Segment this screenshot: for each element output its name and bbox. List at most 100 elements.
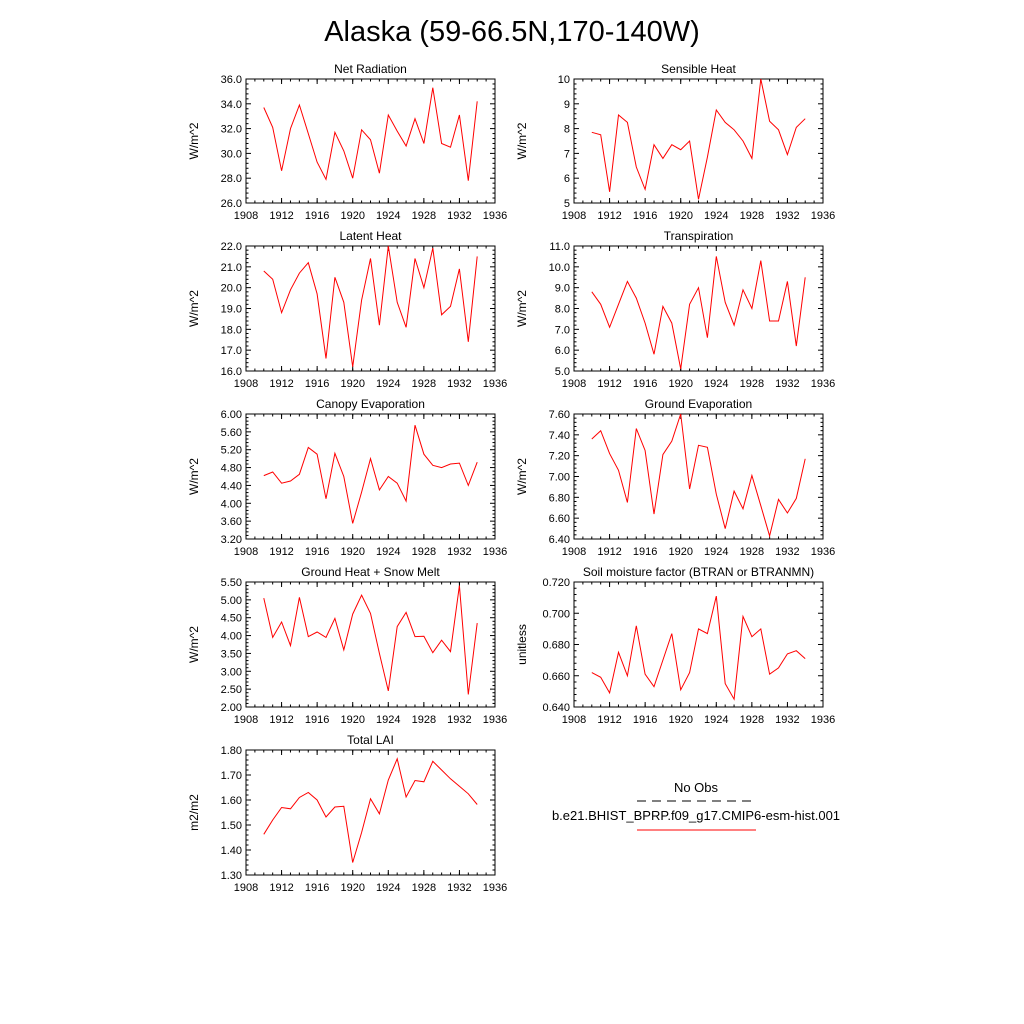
- panel-ground-evaporation-xtick-label: 1936: [811, 546, 835, 558]
- panel-soil-moisture-factor-btran-or-btranmn-ylabel: unitless: [515, 624, 529, 665]
- panel-ground-evaporation-ytick-label: 6.40: [549, 534, 570, 546]
- panel-soil-moisture-factor-btran-or-btranmn-ytick-label: 0.700: [542, 608, 570, 620]
- panel-net-radiation-xtick-label: 1932: [447, 210, 471, 222]
- panel-total-lai-xtick-label: 1908: [234, 882, 258, 894]
- panel-ground-heat-snow-melt-ytick-label: 3.00: [221, 666, 242, 678]
- panel-ground-evaporation-ytick-label: 7.20: [549, 451, 570, 463]
- panel-total-lai-ytick-label: 1.40: [221, 845, 242, 857]
- panel-total-lai-title: Total LAI: [347, 733, 394, 747]
- panel-latent-heat-xtick-label: 1924: [376, 378, 400, 390]
- panels-group: Net Radiation 1908 1912 1916 1920 1924 1928 193…: [187, 62, 835, 894]
- panel-ground-heat-snow-melt-xtick-label: 1936: [483, 714, 507, 726]
- panel-ground-evaporation-series-line: [591, 413, 806, 538]
- panel-latent-heat-ytick-label: 18.0: [221, 324, 242, 336]
- panel-net-radiation-ytick-label: 32.0: [221, 124, 242, 136]
- panel-total-lai: Total LAI 1908 1912 1916 1920 1924 1928 1932 193…: [187, 733, 507, 894]
- panel-canopy-evaporation-xtick-label: 1924: [376, 546, 400, 558]
- panel-latent-heat-xtick-label: 1908: [234, 378, 258, 390]
- legend-model-label: b.e21.BHIST_BPRP.f09_g17.CMIP6-esm-hist.…: [552, 808, 840, 823]
- panel-net-radiation-ytick-label: 30.0: [221, 148, 242, 160]
- panel-latent-heat-xtick-label: 1912: [269, 378, 293, 390]
- panel-soil-moisture-factor-btran-or-btranmn-ytick-label: 0.680: [542, 640, 570, 652]
- panel-soil-moisture-factor-btran-or-btranmn: Soil moisture factor (BTRAN or BTRANMN) 1…: [515, 565, 835, 726]
- panel-soil-moisture-factor-btran-or-btranmn-ytick-label: 0.640: [542, 702, 570, 714]
- panel-ground-heat-snow-melt-xtick-label: 1916: [305, 714, 329, 726]
- panel-ground-heat-snow-melt-ytick-label: 2.50: [221, 684, 242, 696]
- panel-ground-heat-snow-melt-series-line: [263, 585, 478, 695]
- panel-transpiration-xtick-label: 1936: [811, 378, 835, 390]
- panel-canopy-evaporation-title: Canopy Evaporation: [316, 397, 425, 411]
- panel-canopy-evaporation-ytick-label: 3.20: [221, 534, 242, 546]
- panel-transpiration-frame: [573, 245, 824, 372]
- panel-total-lai-ytick-label: 1.70: [221, 770, 242, 782]
- panel-transpiration-ytick-label: 11.0: [549, 241, 570, 253]
- panel-ground-evaporation-xtick-label: 1932: [775, 546, 799, 558]
- panel-soil-moisture-factor-btran-or-btranmn-xtick-label: 1932: [775, 714, 799, 726]
- panel-canopy-evaporation-xtick-label: 1936: [483, 546, 507, 558]
- panel-net-radiation-xtick-label: 1924: [376, 210, 400, 222]
- panel-ground-heat-snow-melt-ylabel: W/m^2: [187, 626, 201, 663]
- panel-canopy-evaporation-ytick-label: 3.60: [221, 516, 242, 528]
- panel-total-lai-xtick-label: 1920: [340, 882, 364, 894]
- panel-sensible-heat-xtick-label: 1912: [597, 210, 621, 222]
- panel-latent-heat-ylabel: W/m^2: [187, 290, 201, 327]
- panel-soil-moisture-factor-btran-or-btranmn-xtick-label: 1924: [704, 714, 728, 726]
- panel-sensible-heat-xtick-label: 1928: [740, 210, 764, 222]
- panel-net-radiation-xtick-label: 1936: [483, 210, 507, 222]
- panel-net-radiation-xtick-label: 1908: [234, 210, 258, 222]
- panel-ground-evaporation-xtick-label: 1920: [668, 546, 692, 558]
- panel-ground-evaporation-xtick-label: 1928: [740, 546, 764, 558]
- panel-canopy-evaporation: Canopy Evaporation 1908 1912 1916 1920 1924 19…: [187, 397, 507, 558]
- panel-net-radiation-xtick-label: 1916: [305, 210, 329, 222]
- panel-transpiration-ylabel: W/m^2: [515, 290, 529, 327]
- panel-sensible-heat-series-line: [591, 78, 806, 200]
- panel-total-lai-ytick-label: 1.60: [221, 795, 242, 807]
- panel-transpiration-ytick-label: 7.0: [555, 324, 570, 336]
- panel-total-lai-xtick-label: 1928: [412, 882, 436, 894]
- panel-net-radiation-ytick-label: 26.0: [221, 198, 242, 210]
- panel-latent-heat-ytick-label: 22.0: [221, 241, 242, 253]
- panel-canopy-evaporation-ytick-label: 4.40: [221, 480, 242, 492]
- panel-soil-moisture-factor-btran-or-btranmn-xtick-label: 1936: [811, 714, 835, 726]
- panel-canopy-evaporation-xtick-label: 1928: [412, 546, 436, 558]
- panel-latent-heat-xtick-label: 1920: [340, 378, 364, 390]
- panel-ground-heat-snow-melt-ytick-label: 2.00: [221, 702, 242, 714]
- panel-soil-moisture-factor-btran-or-btranmn-title: Soil moisture factor (BTRAN or BTRANMN): [583, 565, 814, 579]
- panel-net-radiation-series-line: [263, 87, 478, 181]
- panel-canopy-evaporation-xtick-label: 1932: [447, 546, 471, 558]
- panel-ground-evaporation-ytick-label: 7.60: [549, 409, 570, 421]
- panel-soil-moisture-factor-btran-or-btranmn-xtick-label: 1908: [562, 714, 586, 726]
- panel-latent-heat-ytick-label: 19.0: [221, 304, 242, 316]
- panel-total-lai-xtick-label: 1924: [376, 882, 400, 894]
- panel-ground-heat-snow-melt-ytick-label: 5.50: [221, 577, 242, 589]
- panel-ground-evaporation-xtick-label: 1916: [633, 546, 657, 558]
- panel-transpiration-ytick-label: 8.0: [555, 304, 570, 316]
- legend: No Obs b.e21.BHIST_BPRP.f09_g17.CMIP6-es…: [552, 780, 840, 831]
- panel-ground-evaporation-ytick-label: 6.80: [549, 492, 570, 504]
- panel-latent-heat-series-line: [263, 245, 478, 367]
- panel-ground-evaporation-xtick-label: 1908: [562, 546, 586, 558]
- panel-transpiration-ytick-label: 5.0: [555, 366, 570, 378]
- panel-total-lai-xtick-label: 1932: [447, 882, 471, 894]
- panel-total-lai-xtick-label: 1916: [305, 882, 329, 894]
- panel-canopy-evaporation-ytick-label: 4.00: [221, 498, 242, 510]
- panel-ground-evaporation-ytick-label: 7.40: [549, 430, 570, 442]
- panel-ground-heat-snow-melt-ytick-label: 4.00: [221, 631, 242, 643]
- panel-net-radiation-xtick-label: 1928: [412, 210, 436, 222]
- panel-sensible-heat-xtick-label: 1924: [704, 210, 728, 222]
- panel-canopy-evaporation-series-line: [263, 425, 478, 524]
- panel-canopy-evaporation-ytick-label: 5.20: [221, 445, 242, 457]
- panel-sensible-heat-frame: [573, 78, 824, 204]
- panel-ground-heat-snow-melt-ytick-label: 3.50: [221, 648, 242, 660]
- panel-sensible-heat-title: Sensible Heat: [661, 62, 736, 76]
- panel-transpiration-xtick-label: 1924: [704, 378, 728, 390]
- panel-latent-heat-xtick-label: 1932: [447, 378, 471, 390]
- panel-transpiration-title: Transpiration: [664, 229, 734, 243]
- panel-transpiration-ytick-label: 10.0: [549, 262, 570, 274]
- panel-canopy-evaporation-frame: [245, 413, 496, 540]
- panel-canopy-evaporation-xtick-label: 1908: [234, 546, 258, 558]
- panel-transpiration-ytick-label: 9.0: [555, 283, 570, 295]
- panel-net-radiation-xtick-label: 1912: [269, 210, 293, 222]
- panel-sensible-heat-xtick-label: 1932: [775, 210, 799, 222]
